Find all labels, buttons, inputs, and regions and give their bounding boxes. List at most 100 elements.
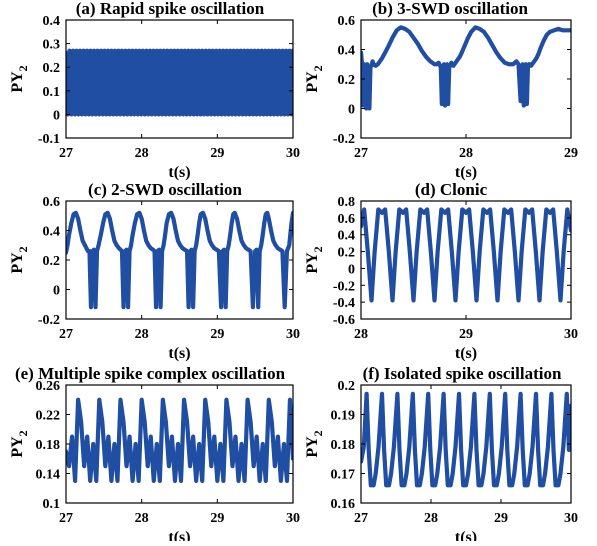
y-axis-label-sub: 2 <box>311 430 325 436</box>
y-tick-label: 0.2 <box>338 379 356 394</box>
plot-frame <box>65 19 294 139</box>
y-axis-label: PY2 <box>304 246 325 273</box>
y-tick-label: 0.8 <box>338 195 356 210</box>
y-tick-label: 0.18 <box>36 438 61 453</box>
x-tick-label: 28 <box>135 511 149 526</box>
x-tick-label: 30 <box>286 146 300 161</box>
x-axis-label: t(s) <box>455 164 477 181</box>
y-axis-label-sub: 2 <box>16 430 30 436</box>
x-axis-label: t(s) <box>168 529 190 541</box>
y-axis-label-main: PY <box>304 71 321 93</box>
x-tick-label: 28 <box>424 511 438 526</box>
y-tick-label: 0.3 <box>43 38 61 53</box>
panel-1: 27 28 29 30 -0.1 0 0.1 0.2 0.3 0.4 (a) Rapid spike… <box>9 0 300 181</box>
y-tick-label: 0.4 <box>338 44 356 59</box>
y-axis-label-main: PY <box>304 436 321 458</box>
y-tick-label: 0 <box>53 108 60 123</box>
x-tick-label: 28 <box>459 146 473 161</box>
y-tick-label: 0.2 <box>43 254 61 269</box>
panel-3: 27 28 29 30 -0.2 0 0.2 0.4 0.6 (c) 2-SWD oscillat… <box>9 180 300 362</box>
panel-4: 28 29 30 -0.6 -0.4 -0.2 00.2 0.4 0.6 0.8 (d) Cloni… <box>304 180 578 362</box>
series-line <box>66 397 293 483</box>
y-tick-label: 0.22 <box>36 409 61 424</box>
panel-title: (c) 2-SWD oscillation <box>88 180 242 199</box>
series-line <box>361 207 571 303</box>
y-tick-label: 0 <box>348 262 355 277</box>
y-axis-label-main: PY <box>9 71 26 93</box>
x-tick-label: 28 <box>135 327 149 342</box>
y-axis-label-sub: 2 <box>16 246 30 252</box>
y-axis-label: PY2 <box>9 65 30 92</box>
x-tick-label: 30 <box>286 511 300 526</box>
y-tick-label: 0.16 <box>331 497 356 512</box>
panel-title: (e) Multiple spike complex oscillation <box>15 364 286 383</box>
y-tick-label: 0.19 <box>331 409 356 424</box>
x-tick-label: 27 <box>59 327 73 342</box>
x-axis-label: t(s) <box>455 529 477 541</box>
x-axis-label: t(s) <box>168 164 190 181</box>
y-tick-label: 0.2 <box>338 73 356 88</box>
y-tick-label: 0.6 <box>43 195 61 210</box>
y-tick-label: 0.1 <box>43 85 61 100</box>
x-tick-label: 30 <box>286 327 300 342</box>
y-tick-label: 0.17 <box>331 468 356 483</box>
x-tick-label: 28 <box>354 327 368 342</box>
x-tick-label: 27 <box>354 511 368 526</box>
x-tick-label: 30 <box>564 511 578 526</box>
y-tick-label: 0.4 <box>43 225 61 240</box>
y-tick-label: 0.2 <box>43 61 61 76</box>
y-axis-label: PY2 <box>9 430 30 457</box>
y-axis-label-sub: 2 <box>16 65 30 71</box>
y-tick-label: 0 <box>348 103 355 118</box>
y-tick-label: 0.4 <box>338 229 356 244</box>
x-tick-label: 29 <box>210 146 224 161</box>
x-tick-label: 29 <box>210 511 224 526</box>
y-tick-label: -0.2 <box>333 279 355 294</box>
y-axis-label: PY2 <box>304 430 325 457</box>
series-line <box>66 48 293 117</box>
y-tick-label: -0.2 <box>333 132 355 147</box>
series-line <box>361 391 571 488</box>
x-tick-label: 27 <box>59 146 73 161</box>
y-axis-label-sub: 2 <box>311 65 325 71</box>
y-tick-label: 0.4 <box>43 14 61 29</box>
series-line <box>66 210 293 310</box>
panel-title: (d) Clonic <box>415 180 488 199</box>
y-tick-label: 0.14 <box>36 468 61 483</box>
panel-5: 27 28 29 30 0.1 0.14 0.18 0.22 0.26(e) Multiple … <box>9 364 300 546</box>
x-tick-label: 29 <box>494 511 508 526</box>
y-axis-label-main: PY <box>9 252 26 274</box>
y-tick-label: 0.26 <box>36 379 61 394</box>
y-axis-label-main: PY <box>304 252 321 274</box>
y-tick-label: 0.1 <box>43 497 61 512</box>
panel-2: 27 28 29 -0.2 0 0.2 0.4 0.6 (b) 3-SWD oscillatio… <box>304 0 578 181</box>
x-tick-label: 27 <box>59 511 73 526</box>
panel-6: 27 28 29 30 0.16 0.17 0.18 0.19 0.2 (f) Isolated … <box>304 364 578 546</box>
x-axis-label: t(s) <box>168 345 190 362</box>
y-tick-label: -0.2 <box>38 313 60 328</box>
x-tick-label: 29 <box>564 146 578 161</box>
x-axis-label: t(s) <box>455 345 477 362</box>
series-line <box>361 25 571 111</box>
y-tick-label: 0.6 <box>338 212 356 227</box>
x-tick-label: 29 <box>210 327 224 342</box>
y-tick-label: 0.6 <box>338 14 356 29</box>
panel-title: (b) 3-SWD oscillation <box>372 0 528 18</box>
panel-title: (a) Rapid spike oscillation <box>76 0 265 18</box>
y-tick-label: -0.4 <box>333 296 355 311</box>
y-tick-label: -0.1 <box>38 132 60 147</box>
y-tick-label: -0.6 <box>333 313 355 328</box>
y-axis-label-sub: 2 <box>311 246 325 252</box>
x-tick-label: 27 <box>354 146 368 161</box>
y-axis-label: PY2 <box>304 65 325 92</box>
y-tick-label: 0 <box>53 284 60 299</box>
y-axis-label: PY2 <box>9 246 30 273</box>
y-tick-label: 0.18 <box>331 438 356 453</box>
x-tick-label: 30 <box>564 327 578 342</box>
y-tick-label: 0.2 <box>338 246 356 261</box>
x-tick-label: 28 <box>135 146 149 161</box>
x-tick-label: 29 <box>459 327 473 342</box>
y-axis-label-main: PY <box>9 436 26 458</box>
